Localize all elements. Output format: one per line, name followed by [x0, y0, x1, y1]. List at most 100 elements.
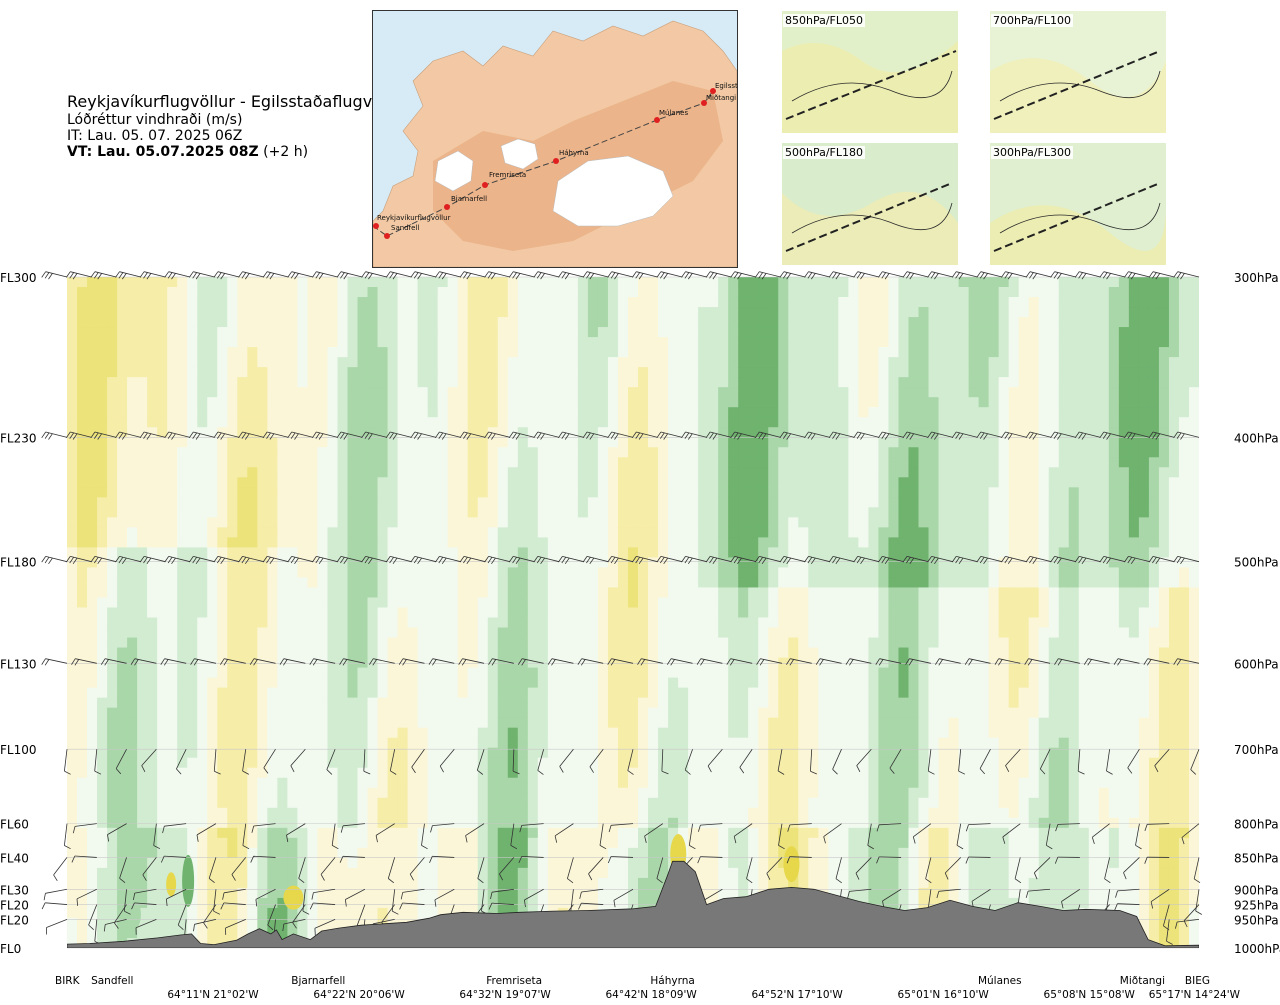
- field-cell: [427, 907, 439, 919]
- field-cell: [627, 737, 639, 749]
- field-cell: [127, 747, 138, 759]
- field-cell: [197, 607, 208, 619]
- field-cell: [537, 787, 549, 799]
- field-cell: [417, 477, 429, 488]
- field-cell: [487, 377, 499, 388]
- field-cell: [77, 697, 88, 709]
- field-cell: [788, 647, 799, 659]
- field-cell: [177, 457, 188, 468]
- field-cell: [688, 667, 699, 679]
- field-cell: [157, 697, 168, 709]
- field-cell: [497, 727, 509, 739]
- field-cell: [748, 627, 759, 639]
- field-cell: [397, 387, 409, 398]
- field-cell: [327, 767, 339, 779]
- field-cell: [367, 307, 379, 318]
- field-cell: [257, 627, 268, 639]
- field-cell: [748, 397, 759, 408]
- field-cell: [597, 717, 609, 729]
- field-cell: [658, 297, 669, 308]
- field-cell: [387, 717, 399, 729]
- field-cell: [87, 747, 98, 759]
- field-cell: [728, 367, 739, 378]
- field-cell: [127, 357, 138, 368]
- field-cell: [768, 297, 779, 308]
- field-cell: [207, 447, 218, 458]
- field-cell: [537, 337, 549, 348]
- field-cell: [267, 737, 278, 749]
- field-cell: [437, 387, 449, 398]
- field-cell: [157, 917, 168, 929]
- field-cell: [317, 847, 329, 859]
- field-cell: [397, 427, 409, 438]
- field-cell: [147, 427, 158, 438]
- field-cell: [407, 517, 419, 528]
- field-cell: [708, 807, 719, 819]
- field-cell: [177, 647, 188, 659]
- field-cell: [688, 407, 699, 418]
- field-cell: [587, 537, 599, 548]
- field-cell: [748, 587, 759, 599]
- field-cell: [497, 857, 509, 869]
- field-cell: [357, 897, 369, 909]
- field-cell: [678, 277, 689, 288]
- field-cell: [597, 707, 609, 719]
- field-cell: [147, 917, 158, 929]
- field-cell: [137, 317, 148, 328]
- field-cell: [337, 527, 349, 538]
- field-cell: [507, 727, 519, 739]
- field-cell: [587, 817, 599, 829]
- field-cell: [167, 387, 178, 398]
- field-cell: [527, 637, 539, 649]
- field-cell: [688, 687, 699, 699]
- field-cell: [638, 277, 649, 288]
- field-cell: [738, 447, 749, 458]
- field-cell: [187, 577, 198, 589]
- field-cell: [107, 517, 118, 528]
- field-cell: [748, 857, 759, 869]
- field-cell: [157, 707, 168, 719]
- field-cell: [377, 627, 389, 639]
- field-cell: [287, 697, 299, 709]
- field-cell: [427, 367, 439, 378]
- field-cell: [507, 577, 519, 589]
- field-cell: [247, 607, 258, 619]
- field-cell: [497, 647, 509, 659]
- field-cell: [187, 757, 198, 769]
- field-cell: [187, 927, 198, 939]
- field-cell: [97, 897, 108, 909]
- field-cell: [577, 687, 589, 699]
- field-cell: [387, 907, 399, 919]
- field-cell: [127, 587, 138, 599]
- field-cell: [337, 537, 349, 548]
- field-cell: [497, 407, 509, 418]
- field-cell: [467, 407, 479, 418]
- field-cell: [267, 647, 278, 659]
- field-cell: [808, 297, 819, 308]
- field-cell: [87, 867, 98, 879]
- field-cell: [207, 527, 218, 538]
- field-cell: [277, 747, 288, 759]
- field-cell: [387, 887, 399, 899]
- field-cell: [217, 607, 228, 619]
- field-cell: [748, 737, 759, 749]
- field-cell: [377, 767, 389, 779]
- field-cell: [487, 367, 499, 378]
- field-cell: [638, 457, 649, 468]
- field-cell: [648, 487, 659, 498]
- field-cell: [347, 537, 359, 548]
- field-cell: [447, 627, 459, 639]
- field-cell: [317, 657, 329, 669]
- field-cell: [297, 767, 309, 779]
- field-cell: [577, 387, 589, 398]
- field-cell: [487, 557, 499, 569]
- field-cell: [668, 507, 679, 518]
- field-cell: [668, 417, 679, 428]
- field-cell: [597, 537, 609, 548]
- field-cell: [497, 277, 509, 288]
- field-cell: [507, 417, 519, 428]
- field-cell: [367, 887, 379, 899]
- field-cell: [547, 547, 559, 559]
- field-cell: [367, 837, 379, 849]
- field-cell: [728, 747, 739, 759]
